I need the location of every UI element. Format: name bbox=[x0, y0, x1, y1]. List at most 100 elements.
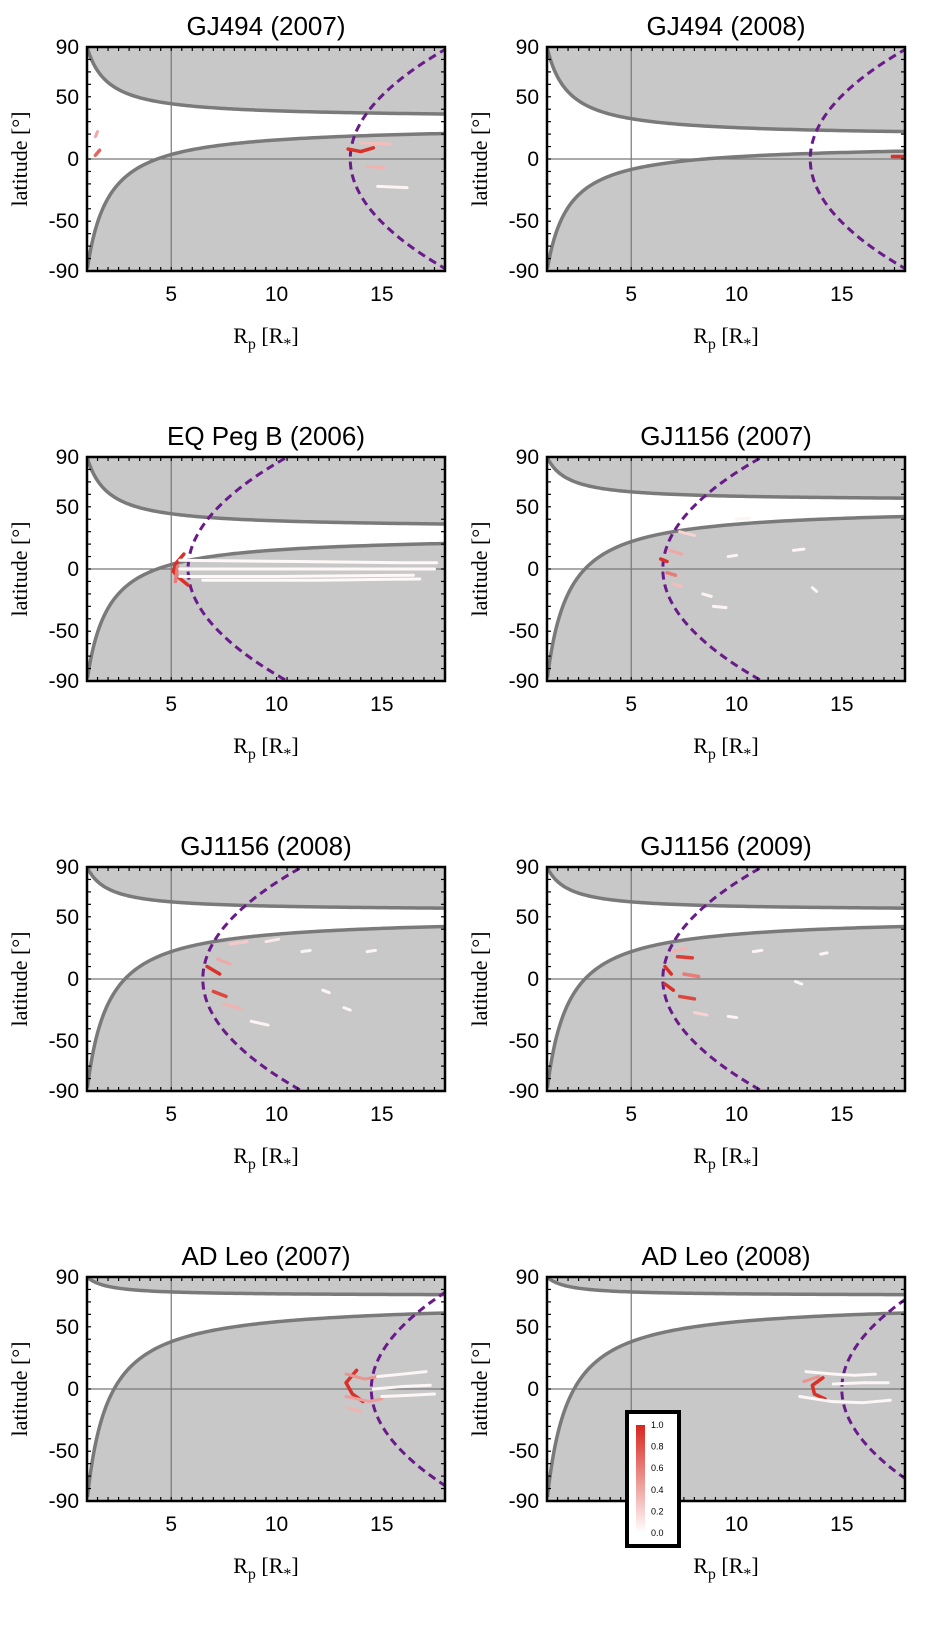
y-tick-label: 0 bbox=[67, 968, 79, 991]
emission-track bbox=[692, 1011, 709, 1017]
y-tick-label: -90 bbox=[509, 670, 539, 693]
y-axis-label: latitude [°] bbox=[467, 1342, 492, 1437]
emission-track bbox=[365, 948, 378, 954]
panel-3: EQ Peg B (2006) 5 10 15 90 50 0 -50 -90 Rp [R*] la… bbox=[7, 421, 447, 763]
emission-track bbox=[726, 1014, 739, 1020]
x-tick-label: 15 bbox=[370, 693, 393, 716]
emission-track bbox=[667, 548, 684, 556]
y-tick-label: 50 bbox=[516, 496, 539, 519]
dashed-boundary-curve bbox=[369, 1290, 445, 1488]
y-tick-label: -90 bbox=[509, 1080, 539, 1103]
dashed-boundary-curve bbox=[186, 457, 286, 681]
y-tick-label: 90 bbox=[56, 856, 79, 879]
dashed-boundary-curve bbox=[661, 867, 761, 1091]
dashed-boundary-curve bbox=[840, 1297, 905, 1481]
lower-boundary-curve bbox=[547, 149, 905, 269]
emission-track bbox=[344, 1372, 380, 1381]
emission-track bbox=[205, 964, 222, 976]
emission-track bbox=[211, 989, 228, 999]
y-tick-label: -50 bbox=[509, 1030, 539, 1053]
x-axis-label: Rp [R*] bbox=[693, 1553, 759, 1583]
colorbar-gradient bbox=[636, 1425, 645, 1533]
panel-5: GJ1156 (2008) 5 10 15 90 50 0 -50 -90 Rp [R*] lati… bbox=[7, 831, 447, 1173]
panel-title: GJ494 (2007) bbox=[187, 11, 346, 41]
panel-2: GJ494 (2008) 5 10 15 90 50 0 -50 -90 Rp [R*] latit… bbox=[467, 11, 907, 353]
emission-track bbox=[831, 1381, 890, 1386]
y-tick-label: -50 bbox=[509, 620, 539, 643]
allowed-band bbox=[87, 867, 445, 1088]
minor-ticks bbox=[86, 866, 446, 1092]
emission-track bbox=[216, 957, 232, 966]
upper-boundary-curve bbox=[87, 867, 445, 910]
x-axis-label: Rp [R*] bbox=[233, 1553, 299, 1583]
y-tick-label: -90 bbox=[49, 1490, 79, 1513]
y-tick-label: -50 bbox=[509, 210, 539, 233]
lower-boundary-curve bbox=[87, 131, 445, 269]
emission-track bbox=[751, 948, 764, 954]
y-tick-label: 0 bbox=[67, 148, 79, 171]
upper-boundary-curve bbox=[87, 457, 445, 526]
y-tick-label: 50 bbox=[516, 1316, 539, 1339]
y-tick-label: 90 bbox=[516, 856, 539, 879]
plot-area bbox=[87, 1277, 445, 1501]
x-tick-label: 15 bbox=[830, 693, 853, 716]
emission-track bbox=[726, 553, 739, 559]
minor-ticks bbox=[86, 46, 446, 272]
y-tick-label: -50 bbox=[49, 1030, 79, 1053]
y-tick-label: 90 bbox=[516, 446, 539, 469]
plot-area bbox=[87, 867, 445, 1091]
y-axis-label: latitude [°] bbox=[7, 112, 32, 207]
panel-7: AD Leo (2007) 5 10 15 90 50 0 -50 -90 Rp [R*] lati… bbox=[7, 1241, 447, 1583]
x-tick-label: 10 bbox=[725, 693, 748, 716]
emission-track bbox=[359, 141, 392, 146]
emission-track bbox=[810, 586, 819, 593]
emission-track bbox=[178, 573, 415, 578]
colorbar-tick-label: 0.8 bbox=[651, 1442, 664, 1452]
emission-track bbox=[344, 1394, 384, 1403]
panel-title: GJ1156 (2009) bbox=[640, 831, 812, 861]
lower-boundary-curve bbox=[547, 1311, 905, 1498]
y-tick-label: -50 bbox=[49, 620, 79, 643]
x-tick-label: 5 bbox=[165, 1103, 177, 1126]
emission-track bbox=[201, 577, 422, 582]
y-tick-label: 50 bbox=[516, 86, 539, 109]
x-tick-label: 5 bbox=[625, 1103, 637, 1126]
emission-track bbox=[376, 184, 409, 190]
minor-ticks bbox=[546, 46, 906, 272]
y-tick-label: 50 bbox=[56, 86, 79, 109]
dashed-boundary-curve bbox=[201, 867, 301, 1091]
y-tick-label: 0 bbox=[527, 968, 539, 991]
x-tick-label: 5 bbox=[625, 283, 637, 306]
x-axis-label: Rp [R*] bbox=[233, 733, 299, 763]
colorbar-tick-label: 1.0 bbox=[651, 1420, 664, 1430]
panel-title: AD Leo (2008) bbox=[641, 1241, 810, 1271]
x-tick-label: 10 bbox=[265, 1513, 288, 1536]
x-tick-label: 5 bbox=[165, 1513, 177, 1536]
emission-track bbox=[371, 1383, 432, 1391]
colorbar-box bbox=[625, 1410, 681, 1548]
x-axis-label: Rp [R*] bbox=[233, 323, 299, 353]
x-axis-label: Rp [R*] bbox=[693, 323, 759, 353]
plot-area bbox=[87, 47, 445, 271]
emission-track bbox=[665, 570, 678, 577]
minor-ticks bbox=[86, 456, 446, 682]
x-tick-label: 5 bbox=[625, 693, 637, 716]
y-tick-label: 90 bbox=[516, 1266, 539, 1289]
colorbar-tick-label: 0.4 bbox=[651, 1485, 664, 1495]
emission-track bbox=[804, 1370, 878, 1377]
emission-track bbox=[178, 558, 439, 565]
y-axis-label: latitude [°] bbox=[467, 522, 492, 617]
x-tick-label: 15 bbox=[830, 283, 853, 306]
plot-area bbox=[547, 1277, 905, 1501]
emission-track bbox=[222, 1002, 243, 1011]
y-tick-label: -50 bbox=[509, 1440, 539, 1463]
emission-track bbox=[346, 146, 376, 154]
y-tick-label: -50 bbox=[49, 1440, 79, 1463]
emission-track bbox=[249, 1019, 270, 1027]
y-axis-label: latitude [°] bbox=[7, 932, 32, 1027]
lower-boundary-curve bbox=[87, 1311, 445, 1498]
plot-area bbox=[547, 47, 905, 271]
allowed-band bbox=[87, 1277, 445, 1498]
minor-ticks bbox=[86, 1276, 446, 1502]
